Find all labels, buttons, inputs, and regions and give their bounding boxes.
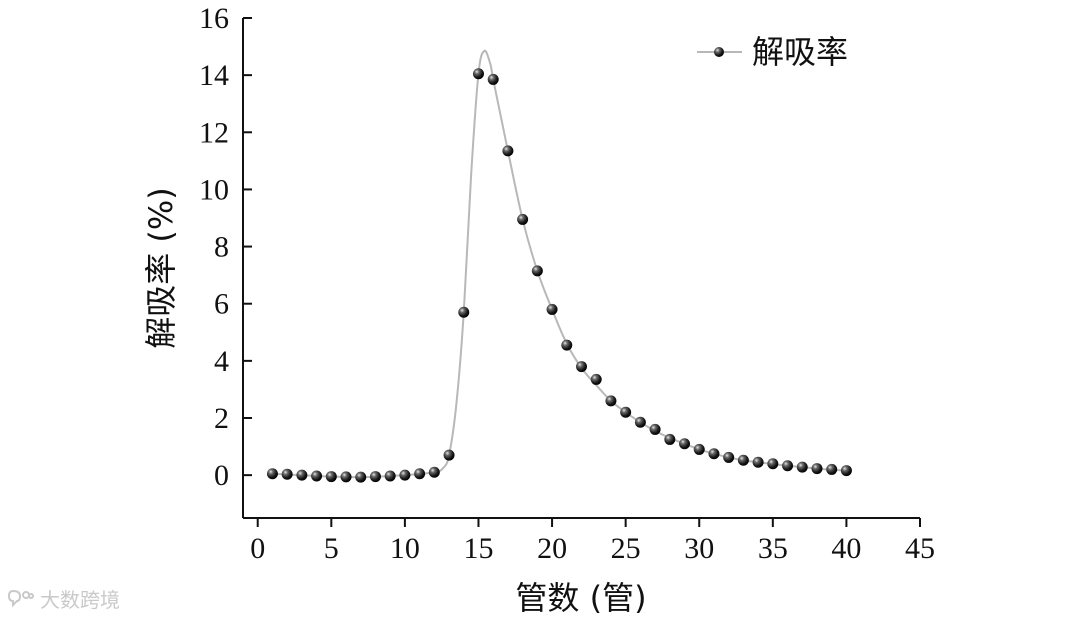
data-point [708, 448, 720, 460]
data-point [443, 449, 455, 461]
data-point [576, 361, 587, 373]
data-point [590, 373, 602, 385]
data-point [266, 468, 278, 480]
data-point [546, 303, 558, 315]
data-point [737, 454, 749, 466]
data-point [620, 406, 632, 418]
data-point [502, 145, 514, 157]
y-tick-label: 16 [199, 2, 229, 35]
watermark-text: 大数跨境 [40, 588, 120, 612]
x-tick-label: 30 [684, 532, 714, 565]
series-points [266, 68, 852, 483]
watermark: 大数跨境 [8, 584, 120, 613]
axes-group [242, 18, 920, 519]
y-ticks: 0 2 4 6 8 10 12 14 16 [199, 2, 252, 492]
x-ticks: 0 5 10 15 20 25 30 35 40 45 [250, 518, 935, 565]
data-point [340, 471, 352, 483]
data-point [487, 73, 499, 85]
data-point [428, 466, 440, 478]
legend-marker [714, 47, 724, 57]
data-point [679, 438, 691, 450]
x-tick-label: 45 [905, 532, 935, 565]
x-axis-title: 管数 (管) [515, 579, 646, 617]
data-point [649, 423, 661, 435]
data-point [311, 470, 323, 482]
data-point [531, 265, 543, 277]
x-tick-label: 25 [611, 532, 641, 565]
y-tick-label: 0 [214, 459, 229, 492]
data-point [796, 461, 808, 473]
data-point [561, 339, 573, 351]
x-tick-label: 0 [250, 532, 265, 565]
data-point [723, 451, 735, 463]
data-point [399, 469, 411, 481]
data-point [414, 468, 426, 480]
x-tick-label: 5 [324, 532, 339, 565]
data-point [605, 395, 617, 407]
y-tick-label: 12 [199, 116, 229, 149]
data-point [472, 68, 484, 80]
y-tick-label: 14 [199, 59, 229, 92]
data-point [281, 468, 293, 480]
data-point [811, 463, 823, 475]
data-point [458, 306, 470, 318]
y-tick-label: 2 [214, 402, 229, 435]
y-tick-label: 8 [214, 231, 229, 264]
data-point [693, 443, 705, 455]
x-tick-label: 20 [537, 532, 567, 565]
y-tick-label: 6 [214, 288, 229, 321]
x-tick-label: 40 [831, 532, 861, 565]
x-tick-label: 10 [390, 532, 420, 565]
legend: 解吸率 [697, 33, 848, 71]
data-point [826, 463, 838, 475]
y-tick-label: 4 [214, 345, 229, 378]
data-point [384, 470, 396, 482]
data-point [752, 456, 764, 468]
data-point [517, 213, 529, 225]
data-point [369, 471, 381, 483]
data-point [664, 433, 676, 445]
data-point [840, 465, 852, 477]
series-curve [272, 49, 847, 479]
y-tick-label: 10 [199, 173, 229, 206]
data-point [782, 460, 794, 472]
chat-bubble-icon [8, 589, 34, 607]
data-point [296, 469, 308, 481]
data-point [355, 471, 367, 483]
y-axis-title: 解吸率 (%) [142, 187, 180, 349]
x-tick-label: 15 [463, 532, 493, 565]
data-point [634, 416, 646, 428]
data-point [767, 458, 779, 470]
x-tick-label: 35 [758, 532, 788, 565]
legend-label: 解吸率 [752, 33, 848, 71]
data-point [325, 471, 337, 483]
